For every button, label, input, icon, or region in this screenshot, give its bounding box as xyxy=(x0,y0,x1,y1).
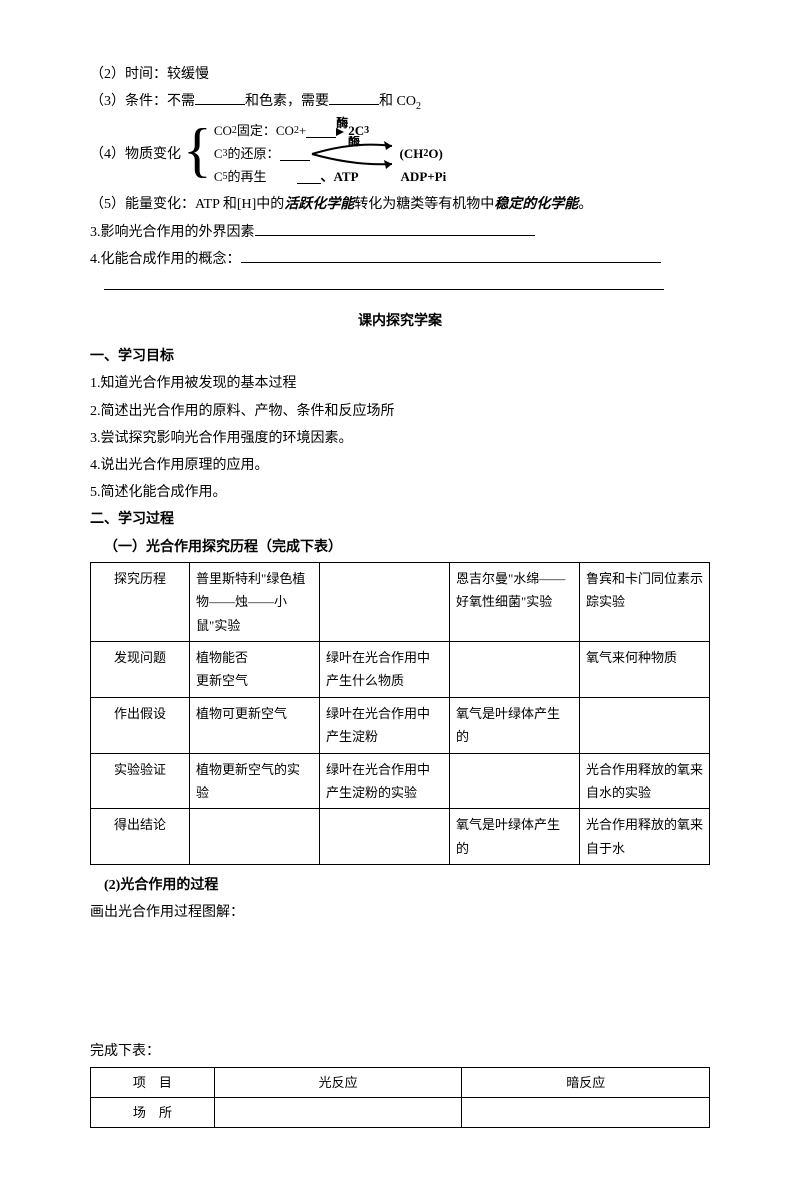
table-cell xyxy=(190,809,320,865)
line-time: （2）时间：较缓慢 xyxy=(90,62,710,87)
complete-instruction: 完成下表： xyxy=(90,1039,710,1064)
line-energy: （5）能量变化：ATP 和[H]中的活跃化学能转化为糖类等有机物中稳定的化学能。 xyxy=(90,192,710,217)
heading-process: 二、学习过程 xyxy=(90,507,710,532)
table-cell: 恩吉尔曼"水绵——好氧性细菌"实验 xyxy=(450,562,580,641)
d3c: 、ATP xyxy=(321,168,359,186)
l7: 4.化能合成作用的概念： xyxy=(90,252,241,267)
table-cell: 暗反应 xyxy=(462,1067,710,1097)
table-row: 作出假设植物可更新空气绿叶在光合作用中产生淀粉氧气是叶绿体产生的 xyxy=(91,697,710,753)
table-cell xyxy=(450,641,580,697)
goal-2: 2.简述出光合作用的原料、产物、条件和反应场所 xyxy=(90,399,710,424)
diagram-label: （4）物质变化 xyxy=(90,120,181,167)
line-condition: （3）条件：不需 和色素，需要 和 CO2 xyxy=(90,89,710,116)
blank-d2 xyxy=(280,147,310,161)
table-cell: 氧气是叶绿体产生的 xyxy=(450,809,580,865)
table-cell: 作出假设 xyxy=(91,697,190,753)
table-cell: 绿叶在光合作用中产生淀粉 xyxy=(320,697,450,753)
cond-b: 和色素，需要 xyxy=(245,94,329,109)
diagram-row-3: C5的再生 、ATP ADP+Pi xyxy=(214,168,446,186)
line-chemo-2 xyxy=(90,274,710,299)
d1b: 固定：CO xyxy=(237,122,294,140)
table-row: 实验验证植物更新空气的实验绿叶在光合作用中产生淀粉的实验 光合作用释放的氧来自水的… xyxy=(91,753,710,809)
goal-4: 4.说出光合作用原理的应用。 xyxy=(90,453,710,478)
d3d: ADP+Pi xyxy=(401,168,447,186)
table-cell xyxy=(450,753,580,809)
goal-3: 3.尝试探究影响光合作用强度的环境因素。 xyxy=(90,426,710,451)
table-row: 场 所 xyxy=(91,1098,710,1128)
table-cell: 场 所 xyxy=(91,1098,215,1128)
diagram-body: CO2 固定：CO2 + 酶 2C3 C3的还原： 酶 (CH2O) C5的再生… xyxy=(214,120,446,188)
line-chemo: 4.化能合成作用的概念： xyxy=(90,247,710,272)
table-cell: 探究历程 xyxy=(91,562,190,641)
table-cell xyxy=(320,809,450,865)
d1c: + xyxy=(299,122,306,140)
table-cell: 得出结论 xyxy=(91,809,190,865)
l5c: 转化为糖类等有机物中 xyxy=(354,197,494,212)
cond-c: 和 CO xyxy=(379,94,416,109)
sub-2: 2 xyxy=(416,101,421,112)
l5d: 稳定的化学能 xyxy=(494,197,578,212)
table-cell xyxy=(462,1098,710,1128)
goal-1: 1.知道光合作用被发现的基本过程 xyxy=(90,371,710,396)
table-row: 探究历程普里斯特利"绿色植物——烛——小鼠"实验 恩吉尔曼"水绵——好氧性细菌"实… xyxy=(91,562,710,641)
table-cell: 氧气来何种物质 xyxy=(579,641,709,697)
table-row: 项 目光反应暗反应 xyxy=(91,1067,710,1097)
blank-factors xyxy=(255,221,535,236)
table-cell: 项 目 xyxy=(91,1067,215,1097)
table-cell: 鲁宾和卡门同位素示踪实验 xyxy=(579,562,709,641)
diagram-row-2: C3的还原： 酶 (CH2O) xyxy=(214,142,446,166)
table-cell xyxy=(214,1098,462,1128)
heading-process2: (2)光合作用的过程 xyxy=(90,873,710,898)
table-cell: 绿叶在光合作用中产生什么物质 xyxy=(320,641,450,697)
table-cell: 植物可更新空气 xyxy=(190,697,320,753)
blank-d3 xyxy=(297,170,321,184)
l5e: 。 xyxy=(578,197,592,212)
d2d: O) xyxy=(428,145,442,163)
table-row: 发现问题植物能否更新空气绿叶在光合作用中产生什么物质 氧气来何种物质 xyxy=(91,641,710,697)
draw-instruction: 画出光合作用过程图解： xyxy=(90,900,710,925)
table-cell: 实验验证 xyxy=(91,753,190,809)
table-cell: 普里斯特利"绿色植物——烛——小鼠"实验 xyxy=(190,562,320,641)
d2b: 的还原： xyxy=(227,145,279,163)
table-cell xyxy=(579,697,709,753)
cond-a: （3）条件：不需 xyxy=(90,94,195,109)
table-cell: 植物更新空气的实验 xyxy=(190,753,320,809)
blank-chemo2 xyxy=(104,275,664,290)
table-cell: 氧气是叶绿体产生的 xyxy=(450,697,580,753)
d2a: C xyxy=(214,145,223,163)
l5b: 活跃化学能 xyxy=(284,197,354,212)
d2c: (CH xyxy=(400,145,424,163)
table-cell xyxy=(320,562,450,641)
drawing-space xyxy=(90,927,710,1037)
material-change-diagram: （4）物质变化 { CO2 固定：CO2 + 酶 2C3 C3的还原： 酶 (C… xyxy=(90,120,710,188)
table-row: 得出结论 氧气是叶绿体产生的光合作用释放的氧来自于水 xyxy=(91,809,710,865)
d3b: 的再生 xyxy=(227,168,266,186)
table-cell: 光合作用释放的氧来自于水 xyxy=(579,809,709,865)
table-cell: 光反应 xyxy=(214,1067,462,1097)
table-cell: 绿叶在光合作用中产生淀粉的实验 xyxy=(320,753,450,809)
blank-chemo xyxy=(241,248,661,263)
goal-5: 5.简述化能合成作用。 xyxy=(90,480,710,505)
d3a: C xyxy=(214,168,223,186)
blank-2 xyxy=(329,90,379,105)
brace-icon: { xyxy=(183,120,212,180)
branch-arrow: 酶 xyxy=(310,142,400,166)
table-cell: 光合作用释放的氧来自水的实验 xyxy=(579,753,709,809)
blank-1 xyxy=(195,90,245,105)
l6: 3.影响光合作用的外界因素 xyxy=(90,225,255,240)
section-title: 课内探究学案 xyxy=(90,309,710,334)
line-factors: 3.影响光合作用的外界因素 xyxy=(90,220,710,245)
reaction-table: 项 目光反应暗反应场 所 xyxy=(90,1067,710,1129)
l5a: （5）能量变化：ATP 和[H]中的 xyxy=(90,197,284,212)
history-table: 探究历程普里斯特利"绿色植物——烛——小鼠"实验 恩吉尔曼"水绵——好氧性细菌"实… xyxy=(90,562,710,865)
table-cell: 植物能否更新空气 xyxy=(190,641,320,697)
heading-history: （一）光合作用探究历程（完成下表） xyxy=(90,535,710,560)
heading-goals: 一、学习目标 xyxy=(90,344,710,369)
table-cell: 发现问题 xyxy=(91,641,190,697)
d1a: CO xyxy=(214,122,232,140)
